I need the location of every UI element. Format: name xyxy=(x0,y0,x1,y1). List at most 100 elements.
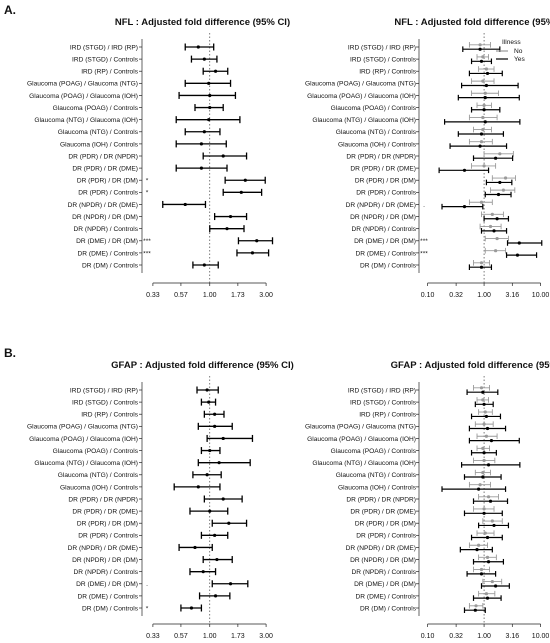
interval-row xyxy=(162,200,207,208)
interval-yes xyxy=(449,143,508,149)
panel-title: NFL : Adjusted fold difference (95% CI) xyxy=(115,17,290,28)
interval-row xyxy=(203,410,225,418)
estimate-point xyxy=(221,154,225,158)
x-tick-label: 0.57 xyxy=(174,292,188,299)
x-tick-label: 3.00 xyxy=(259,633,273,640)
panel-title: GFAP : Adjusted fold difference (95% CI) xyxy=(391,360,550,371)
panel-A-left: NFL : Adjusted fold difference (95% CI) I… xyxy=(27,17,290,299)
interval-row xyxy=(200,531,229,539)
estimate-point xyxy=(486,495,491,499)
interval-no xyxy=(476,433,498,440)
interval-row xyxy=(236,249,270,257)
interval-no xyxy=(481,211,504,218)
row-label: Glaucoma (NTG) / Glaucoma (IOH) xyxy=(34,460,138,467)
interval-no xyxy=(476,397,490,403)
interval-no xyxy=(471,90,499,97)
interval-no xyxy=(473,126,492,133)
estimate-point xyxy=(483,91,487,95)
legend-title: Illness xyxy=(502,39,521,46)
interval-yes xyxy=(468,425,507,432)
estimate-point xyxy=(501,188,506,192)
estimate-point xyxy=(481,127,485,132)
estimate-point xyxy=(189,606,194,610)
interval-row xyxy=(175,116,241,124)
row-label: IRD (STGD) / Controls xyxy=(72,57,139,64)
estimate-point xyxy=(492,229,496,233)
row-label: DR (NPDR) / Controls xyxy=(352,226,417,233)
interval-yes xyxy=(443,119,521,125)
x-tick-label: 3.16 xyxy=(505,633,519,640)
row-label: DR (PDR) / Controls xyxy=(356,190,416,197)
interval-yes xyxy=(472,558,505,565)
interval-no xyxy=(482,518,503,524)
interval-yes xyxy=(468,70,503,77)
estimate-point xyxy=(225,227,229,231)
interval-yes xyxy=(470,106,501,113)
row-label: DR (PDR) / DR (DME) xyxy=(72,509,138,516)
row-label: IRD (STGD) / Controls xyxy=(72,400,139,407)
estimate-point xyxy=(243,178,247,182)
estimate-point xyxy=(481,115,485,120)
row-label: IRD (RP) / Controls xyxy=(359,69,416,76)
interval-yes xyxy=(459,546,493,553)
interval-row xyxy=(224,176,266,184)
panel-title: NFL : Adjusted fold difference (95% CI) xyxy=(394,17,550,28)
interval-yes xyxy=(460,462,521,468)
interval-no xyxy=(490,187,516,193)
interval-row xyxy=(178,91,237,99)
row-label: DR (NPDR) / DR (DME) xyxy=(68,545,138,552)
interval-no xyxy=(476,445,491,452)
row-label: DR (DM) / Controls xyxy=(82,605,139,612)
row-label: Glaucoma (NTG) / Glaucoma (IOH) xyxy=(312,460,416,467)
interval-yes xyxy=(462,46,501,52)
estimate-point xyxy=(213,69,218,73)
row-label: Glaucoma (IOH) / Controls xyxy=(60,484,139,491)
significance-mark: . xyxy=(146,581,148,588)
interval-row xyxy=(213,213,248,221)
estimate-point xyxy=(485,596,490,600)
estimate-point xyxy=(485,71,490,76)
row-label: DR (DME) / Controls xyxy=(78,250,139,257)
interval-no xyxy=(476,54,490,60)
interval-row xyxy=(184,79,232,87)
row-label: DR (NPDR) / DR (DM) xyxy=(350,214,416,221)
estimate-point xyxy=(495,236,499,241)
row-label: IRD (STGD) / Controls xyxy=(350,400,417,407)
interval-yes xyxy=(474,401,494,408)
interval-row xyxy=(198,592,231,600)
significance-mark: * xyxy=(146,178,149,185)
row-label: Glaucoma (IOH) / Controls xyxy=(338,141,417,148)
estimate-point xyxy=(482,458,486,463)
significance-mark: * xyxy=(146,605,149,612)
estimate-point xyxy=(482,507,486,511)
interval-yes xyxy=(470,449,497,456)
x-axis: 0.33 0.57 1.00 1.73 3.00 xyxy=(146,282,273,299)
interval-no xyxy=(491,175,516,181)
estimate-point xyxy=(481,79,485,83)
estimate-point xyxy=(482,422,486,426)
interval-row xyxy=(184,128,221,136)
estimate-point xyxy=(498,180,502,185)
interval-row xyxy=(196,386,219,394)
estimate-point xyxy=(503,176,508,180)
x-axis: 0.33 0.57 1.00 1.73 3.00 xyxy=(146,623,273,640)
x-tick-label: 0.33 xyxy=(146,292,160,299)
interval-row xyxy=(180,604,203,612)
significance-mark: *** xyxy=(143,238,151,245)
row-label: Glaucoma (NTG) / Controls xyxy=(336,472,417,479)
estimate-point xyxy=(250,251,255,255)
estimate-point xyxy=(496,192,501,197)
estimate-point xyxy=(479,59,484,63)
estimate-point xyxy=(479,572,484,576)
estimate-point xyxy=(482,402,486,406)
interval-no xyxy=(478,66,495,72)
estimate-point xyxy=(485,555,490,559)
row-label: DR (PDR) / DR (DM) xyxy=(355,178,416,185)
row-label: Glaucoma (POAG) / Glaucoma (IOH) xyxy=(29,93,138,100)
panel-B-right: GFAP : Adjusted fold difference (95% CI)… xyxy=(305,360,550,640)
row-label: Glaucoma (POAG) / Glaucoma (IOH) xyxy=(29,436,138,443)
estimate-point xyxy=(515,253,520,257)
interval-row xyxy=(202,152,248,160)
estimate-point xyxy=(479,261,484,265)
